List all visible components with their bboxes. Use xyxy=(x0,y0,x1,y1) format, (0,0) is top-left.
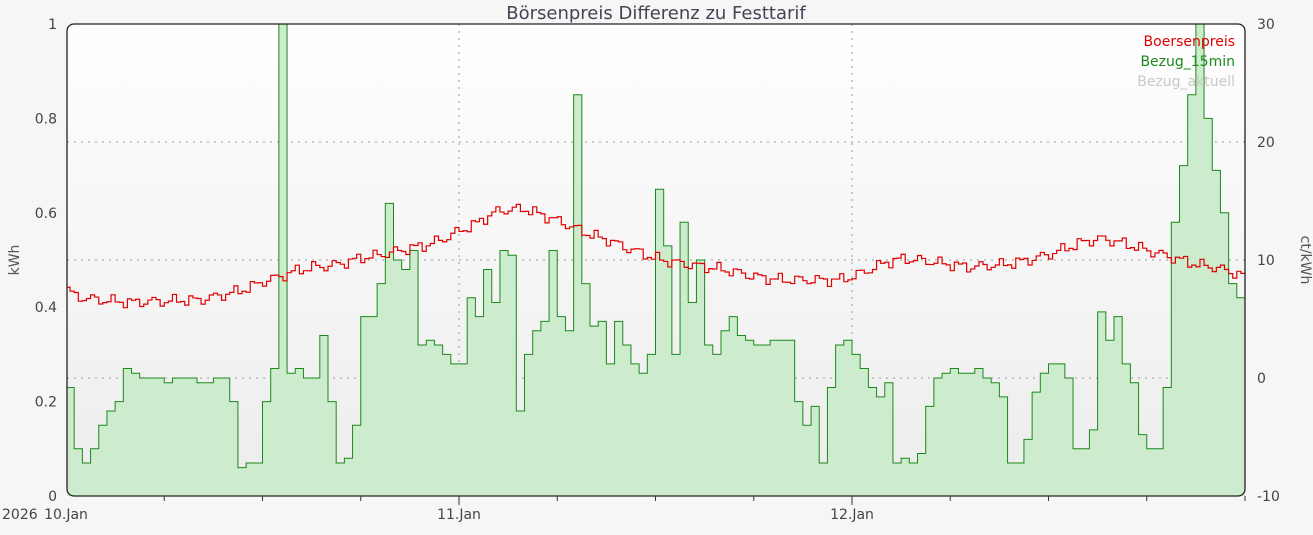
y-left-tick-label: 0.8 xyxy=(35,111,57,127)
y-left-tick-label: 0.2 xyxy=(35,395,57,411)
x-tick-label: 12.Jan xyxy=(830,507,874,523)
y-right-tick-label: 30 xyxy=(1257,17,1275,33)
legend: Boersenpreis Bezug_15min Bezug_aktuell xyxy=(1137,34,1235,90)
x-tick-labels: 10.Jan 11.Jan 12.Jan xyxy=(44,507,874,523)
y-left-tick-label: 1 xyxy=(48,17,57,33)
y-right-tick-label: -10 xyxy=(1257,489,1280,505)
y-right-tick-label: 0 xyxy=(1257,371,1266,387)
y-left-axis-label: kWh xyxy=(7,245,23,276)
legend-entry: Bezug_aktuell xyxy=(1137,74,1235,90)
legend-entry: Bezug_15min xyxy=(1140,54,1235,70)
chart-title: Börsenpreis Differenz zu Festtarif xyxy=(506,3,806,24)
y-right-axis-label: ct/kWh xyxy=(1297,236,1313,285)
legend-entry: Boersenpreis xyxy=(1144,34,1235,50)
x-tick-marks xyxy=(163,496,1246,505)
price-line xyxy=(67,203,1245,309)
y-left-tick-labels: 0 0.2 0.4 0.6 0.8 1 xyxy=(35,17,57,505)
y-left-tick-label: 0.4 xyxy=(35,300,57,316)
y-right-tick-labels: -10 0 10 20 30 xyxy=(1257,17,1280,505)
boersenpreis-line xyxy=(67,203,1245,309)
y-left-tick-label: 0 xyxy=(48,489,57,505)
y-left-tick-label: 0.6 xyxy=(35,206,57,222)
bezug-15min-outline xyxy=(67,24,1245,469)
x-tick-label: 11.Jan xyxy=(437,507,481,523)
y-right-tick-label: 20 xyxy=(1257,135,1275,151)
y-right-tick-label: 10 xyxy=(1257,253,1275,269)
bezug-area xyxy=(67,24,1245,496)
x-tick-label: 10.Jan xyxy=(44,507,88,523)
year-label: 2026 xyxy=(2,507,38,523)
